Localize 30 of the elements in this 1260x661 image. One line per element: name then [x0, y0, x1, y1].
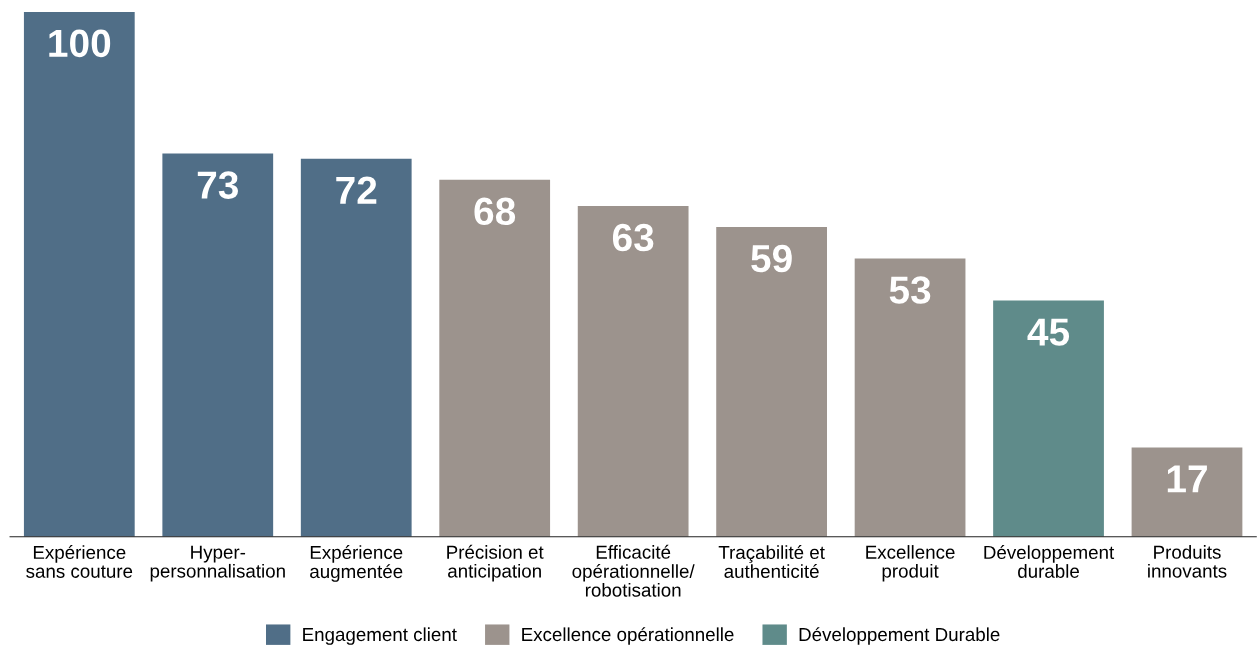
x-tick-label: Précision et anticipation: [447, 544, 544, 582]
x-tick-label: Traçabilité et authenticité: [718, 545, 825, 578]
legend-label: Excellence opérationnelle: [522, 627, 734, 645]
legend-label: Développement Durable: [799, 627, 1000, 645]
bar: [716, 227, 827, 537]
data-label: 17: [1167, 465, 1207, 493]
data-label: 73: [197, 171, 238, 199]
bar: [1131, 447, 1243, 537]
bar: [577, 206, 689, 537]
bar: [300, 158, 412, 537]
x-tick-label: Produits innovants: [1148, 545, 1227, 578]
x-tick-label: Expérience augmentée: [310, 545, 403, 582]
bar: [993, 300, 1104, 537]
x-tick-label: Expérience sans couture: [26, 545, 133, 578]
data-label: 68: [474, 197, 516, 226]
x-tick-label: Hyper- personnalisation: [150, 545, 285, 582]
bar: [854, 258, 966, 537]
x-tick-label: Efficacité opérationnelle/ robotisation: [572, 544, 695, 597]
data-label: 100: [49, 29, 111, 58]
bar: [162, 153, 274, 537]
data-label: 53: [889, 276, 931, 304]
x-tick-label: Développement durable: [984, 545, 1115, 578]
bar: [439, 179, 551, 537]
data-label: 72: [336, 176, 377, 204]
bar: [23, 11, 135, 537]
data-label: 63: [612, 223, 654, 252]
data-label: 59: [751, 244, 792, 273]
x-tick-label: Excellence produit: [866, 545, 955, 582]
data-label: 45: [1027, 318, 1070, 346]
legend-label: Engagement client: [303, 627, 457, 645]
